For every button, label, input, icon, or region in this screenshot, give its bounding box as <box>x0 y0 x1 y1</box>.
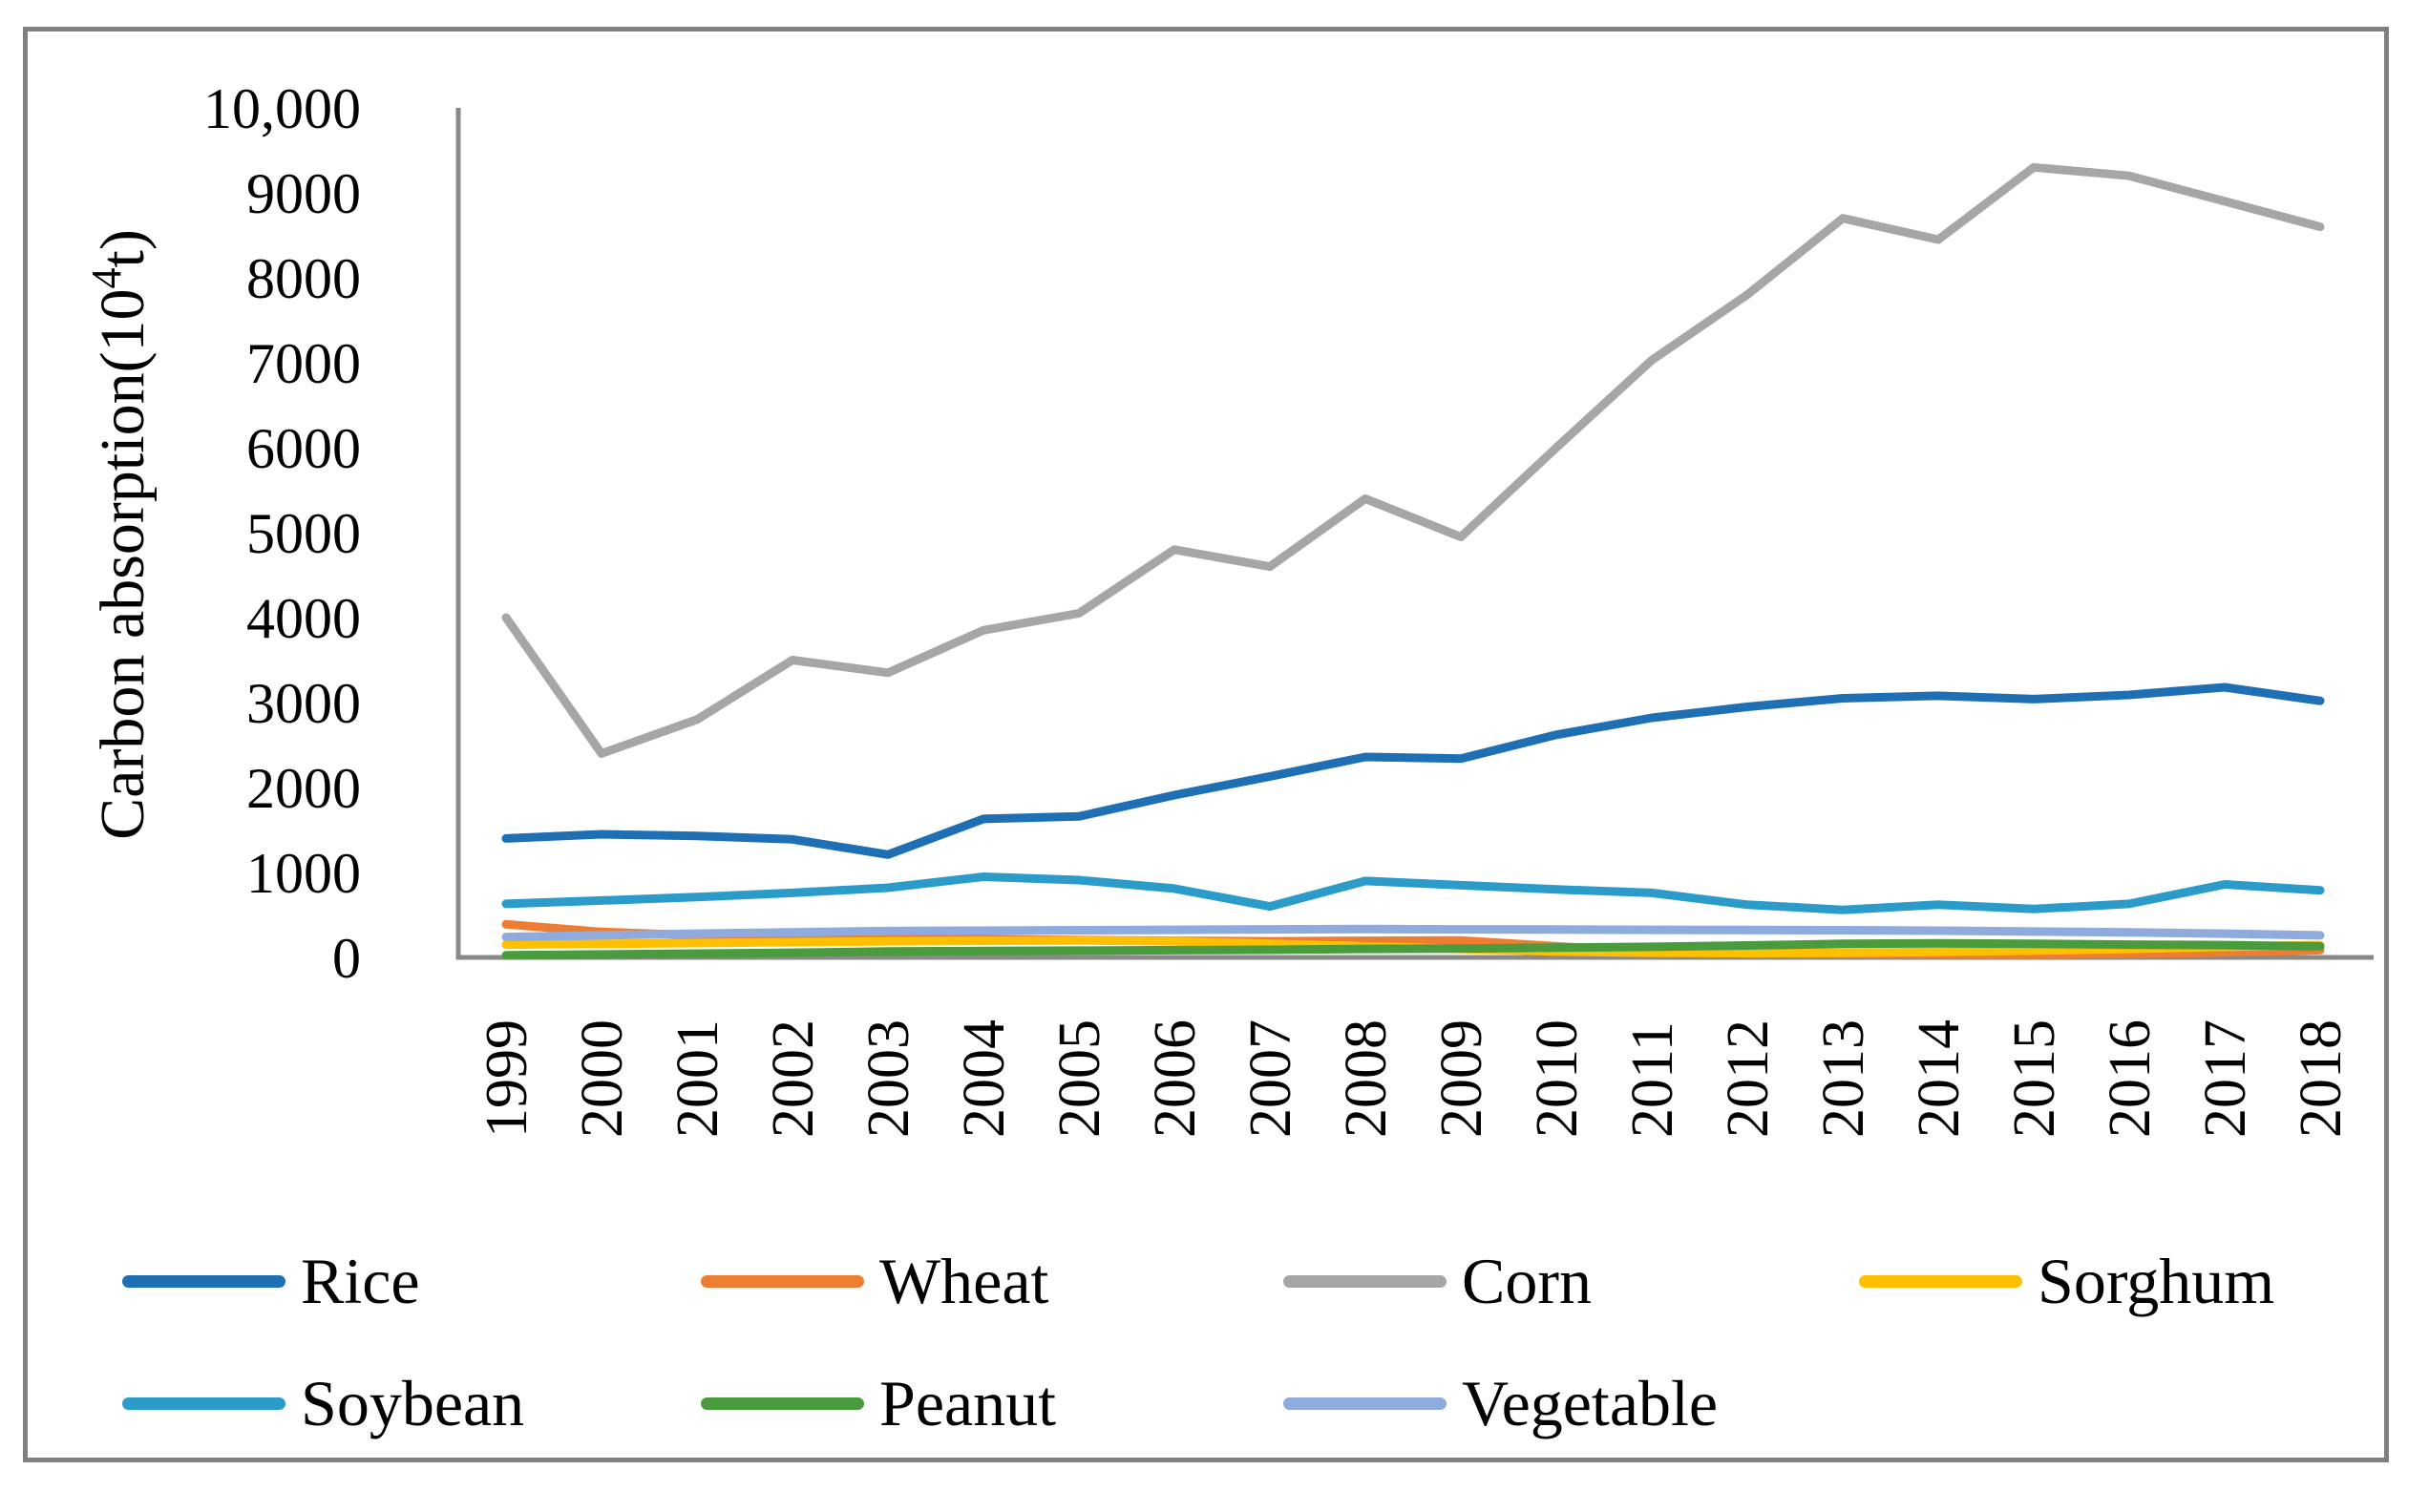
y-tick-label: 10,000 <box>203 77 361 140</box>
x-tick-label: 2002 <box>761 1019 826 1138</box>
x-tick-label: 2013 <box>1811 1019 1876 1138</box>
legend-item-peanut: Peanut <box>701 1359 1056 1447</box>
x-tick-label: 2007 <box>1238 1019 1303 1138</box>
x-tick-label: 2001 <box>665 1019 730 1138</box>
legend-swatch-wheat <box>701 1274 864 1288</box>
legend-label: Corn <box>1462 1245 1592 1317</box>
y-tick-label: 7000 <box>246 332 361 395</box>
y-axis-title: Carbon absorption(104t) <box>83 229 158 840</box>
y-tick-label: 8000 <box>246 247 361 310</box>
legend-label: Wheat <box>879 1245 1049 1317</box>
y-tick-label: 6000 <box>246 417 361 480</box>
x-tick-label: 2012 <box>1716 1019 1781 1138</box>
legend-item-wheat: Wheat <box>701 1237 1048 1325</box>
x-tick-label: 2011 <box>1620 1021 1685 1138</box>
series-line-soybean <box>501 872 2325 914</box>
x-tick-label: 1999 <box>475 1019 539 1138</box>
x-tick-label: 2009 <box>1429 1019 1494 1138</box>
x-tick-label: 2018 <box>2289 1019 2354 1138</box>
x-tick-label: 2016 <box>2098 1019 2163 1138</box>
figure-border <box>23 27 2389 1462</box>
x-tick-label: 2014 <box>1907 1019 1972 1138</box>
legend-row-1: Rice Wheat Corn Sorghum <box>0 1237 2429 1325</box>
legend-label: Peanut <box>879 1367 1057 1439</box>
x-tick-label: 2017 <box>2193 1019 2258 1138</box>
legend-swatch-sorghum <box>1859 1274 2022 1288</box>
legend-label: Soybean <box>301 1367 525 1439</box>
series-line-rice <box>501 682 2325 859</box>
y-tick-label: 5000 <box>246 502 361 565</box>
legend-item-corn: Corn <box>1283 1237 1592 1325</box>
legend-row-2: Soybean Peanut Vegetable <box>0 1359 2429 1447</box>
y-tick-label: 3000 <box>246 672 361 735</box>
x-tick-label: 2010 <box>1525 1019 1590 1138</box>
x-tick-label: 2015 <box>2002 1019 2067 1138</box>
y-tick-label: 9000 <box>246 162 361 225</box>
legend-item-rice: Rice <box>122 1237 420 1325</box>
legend-label: Rice <box>301 1245 420 1317</box>
legend-swatch-rice <box>122 1274 285 1288</box>
legend-swatch-corn <box>1283 1274 1447 1288</box>
legend-label: Vegetable <box>1462 1367 1719 1439</box>
legend-swatch-peanut <box>701 1396 864 1410</box>
x-tick-label: 2003 <box>856 1019 921 1138</box>
legend-swatch-soybean <box>122 1396 285 1410</box>
x-tick-label: 2006 <box>1143 1019 1208 1138</box>
y-tick-label: 1000 <box>246 842 361 905</box>
legend-item-sorghum: Sorghum <box>1859 1237 2274 1325</box>
y-tick-label: 4000 <box>246 587 361 650</box>
legend-item-soybean: Soybean <box>122 1359 524 1447</box>
legend-item-vegetable: Vegetable <box>1283 1359 1718 1447</box>
legend-label: Sorghum <box>2038 1245 2275 1317</box>
x-tick-label: 2000 <box>570 1019 635 1138</box>
series-line-peanut <box>501 938 2325 960</box>
series-line-vegetable <box>501 924 2325 942</box>
x-tick-label: 2008 <box>1334 1019 1399 1138</box>
y-tick-label: 0 <box>332 927 361 990</box>
x-tick-label: 2005 <box>1047 1019 1112 1138</box>
y-tick-label: 2000 <box>246 757 361 820</box>
legend-swatch-vegetable <box>1283 1396 1447 1410</box>
axis-lines <box>455 108 2374 960</box>
x-tick-label: 2004 <box>952 1019 1017 1138</box>
series-line-corn <box>501 162 2325 758</box>
